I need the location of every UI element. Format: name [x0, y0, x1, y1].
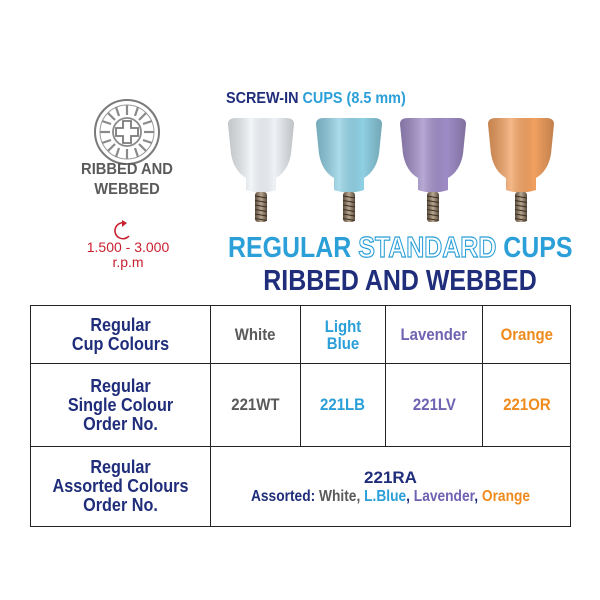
code-light-blue: 221LB [300, 363, 386, 447]
colour-light-blue: Light Blue [300, 305, 386, 364]
order-table: Regular Cup Colours White Light Blue Lav… [30, 305, 571, 527]
title-ribbed-webbed: RIBBED AND WEBBED [263, 265, 537, 297]
rotation-arrow-icon [114, 220, 130, 240]
rpm-unit: r.p.m [112, 254, 144, 270]
ribbed-label-line2: WEBBED [94, 181, 160, 198]
table-row-colours: Regular Cup Colours White Light Blue Lav… [30, 305, 571, 364]
prophy-cups-illustration [228, 118, 554, 222]
cups-size-text: CUPS (8.5 mm) [302, 90, 406, 107]
assorted-colours-list: Assorted: White, L.Blue, Lavender, Orang… [250, 487, 531, 505]
rpm-speed-label: 1.500 - 3.000 r.p.m [58, 240, 198, 270]
row-header-single-colour: Regular Single Colour Order No. [30, 363, 211, 447]
title-cups: CUPS [496, 232, 573, 264]
assorted-order-cell: 221RA Assorted: White, L.Blue, Lavender,… [210, 446, 571, 527]
code-white: 221WT [210, 363, 301, 447]
table-row-single-order: Regular Single Colour Order No. 221WT 22… [30, 363, 571, 447]
orange-cup [488, 118, 554, 222]
colour-white: White [210, 305, 301, 364]
main-title: REGULAR STANDARD CUPS RIBBED AND WEBBED [228, 231, 573, 298]
code-orange: 221OR [482, 363, 571, 447]
rpm-range: 1.500 - 3.000 [86, 239, 170, 255]
light-blue-cup [316, 118, 382, 222]
ribbed-webbed-cross-section-icon [94, 99, 160, 165]
title-standard: STANDARD [358, 231, 497, 264]
title-regular: REGULAR [228, 232, 359, 264]
colour-lavender: Lavender [385, 305, 483, 364]
screw-in-text: SCREW-IN [226, 90, 303, 107]
screw-in-cups-title: SCREW-IN CUPS (8.5 mm) [226, 90, 496, 108]
ribbed-label-line1: RIBBED AND [81, 161, 173, 178]
lavender-cup [400, 118, 466, 222]
row-header-assorted: Regular Assorted Colours Order No. [30, 446, 211, 527]
row-header-cup-colours: Regular Cup Colours [30, 305, 211, 364]
code-lavender: 221LV [385, 363, 483, 447]
ribbed-and-webbed-label: RIBBED AND WEBBED [58, 160, 196, 200]
assorted-code: 221RA [364, 467, 417, 487]
white-cup [228, 118, 294, 222]
table-row-assorted-order: Regular Assorted Colours Order No. 221RA… [30, 446, 571, 527]
colour-orange: Orange [482, 305, 571, 364]
